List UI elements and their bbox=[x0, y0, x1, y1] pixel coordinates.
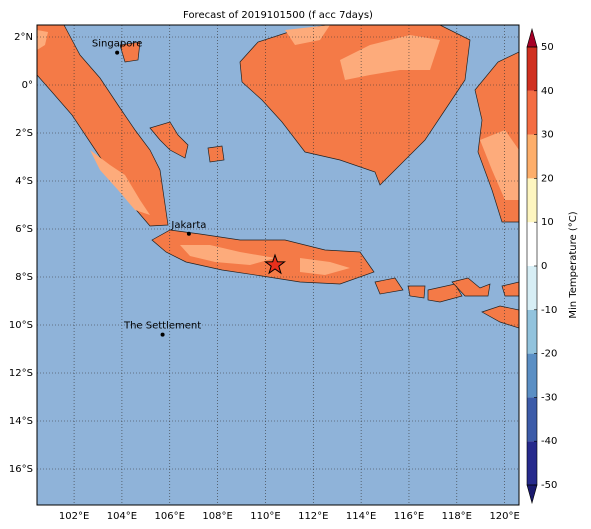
lon-label: 106°E bbox=[155, 511, 185, 522]
colorbar-label: Min Temperature (°C) bbox=[568, 211, 579, 318]
colorbar-tick-label: -10 bbox=[541, 305, 557, 316]
colorbar-tick-label: 0 bbox=[541, 261, 547, 272]
city-label: The Settlement bbox=[123, 321, 201, 332]
lat-label: 8°S bbox=[15, 272, 33, 283]
colorbar-over bbox=[526, 27, 538, 48]
lon-label: 108°E bbox=[202, 511, 232, 522]
lon-label: 120°E bbox=[489, 511, 519, 522]
city-label: Jakarta bbox=[170, 220, 206, 231]
colorbar-tick-label: 40 bbox=[541, 86, 554, 97]
land bbox=[37, 25, 519, 329]
colorbar-band bbox=[527, 441, 537, 485]
colorbar-tick-label: 30 bbox=[541, 130, 554, 141]
colorbar-tick-label: 10 bbox=[541, 217, 554, 228]
colorbar-band bbox=[527, 178, 537, 223]
colorbar-tick-label: -50 bbox=[541, 480, 557, 491]
lat-label: 16°S bbox=[9, 464, 33, 475]
lon-label: 114°E bbox=[346, 511, 376, 522]
lon-label: 112°E bbox=[298, 511, 328, 522]
colorbar-band bbox=[527, 397, 537, 442]
lat-label: 2°S bbox=[15, 128, 33, 139]
lat-label: 0° bbox=[22, 80, 33, 91]
colorbar-band bbox=[527, 353, 537, 398]
colorbar-tick-label: 20 bbox=[541, 173, 554, 184]
city-dot bbox=[186, 231, 191, 236]
lat-label: 2°N bbox=[14, 32, 33, 43]
colorbar-tick-label: 50 bbox=[541, 42, 554, 53]
lat-label: 6°S bbox=[15, 224, 33, 235]
city-dot bbox=[160, 332, 165, 337]
lat-label: 10°S bbox=[9, 320, 33, 331]
colorbar-band bbox=[527, 47, 537, 91]
colorbar-tick-label: -40 bbox=[541, 436, 557, 447]
colorbar-under bbox=[526, 484, 538, 505]
colorbar-band bbox=[527, 266, 537, 310]
lat-label: 4°S bbox=[15, 176, 33, 187]
lon-label: 118°E bbox=[442, 511, 472, 522]
colorbar-band bbox=[527, 222, 537, 266]
lon-label: 116°E bbox=[394, 511, 424, 522]
colorbar-tick-label: -30 bbox=[541, 392, 557, 403]
lon-label: 102°E bbox=[59, 511, 89, 522]
lon-label: 110°E bbox=[250, 511, 280, 522]
lat-label: 12°S bbox=[9, 368, 33, 379]
colorbar-band bbox=[527, 90, 537, 135]
city-dot bbox=[115, 50, 120, 55]
star-marker bbox=[264, 253, 286, 275]
title: Forecast of 2019101500 (f acc 7days) bbox=[183, 10, 373, 21]
colorbar-band bbox=[527, 309, 537, 354]
lat-label: 14°S bbox=[9, 416, 33, 427]
map-frame bbox=[36, 24, 520, 506]
city-label: Singapore bbox=[92, 39, 142, 50]
colorbar-band bbox=[527, 134, 537, 179]
colorbar-tick-label: -20 bbox=[541, 349, 557, 360]
lon-label: 104°E bbox=[107, 511, 137, 522]
